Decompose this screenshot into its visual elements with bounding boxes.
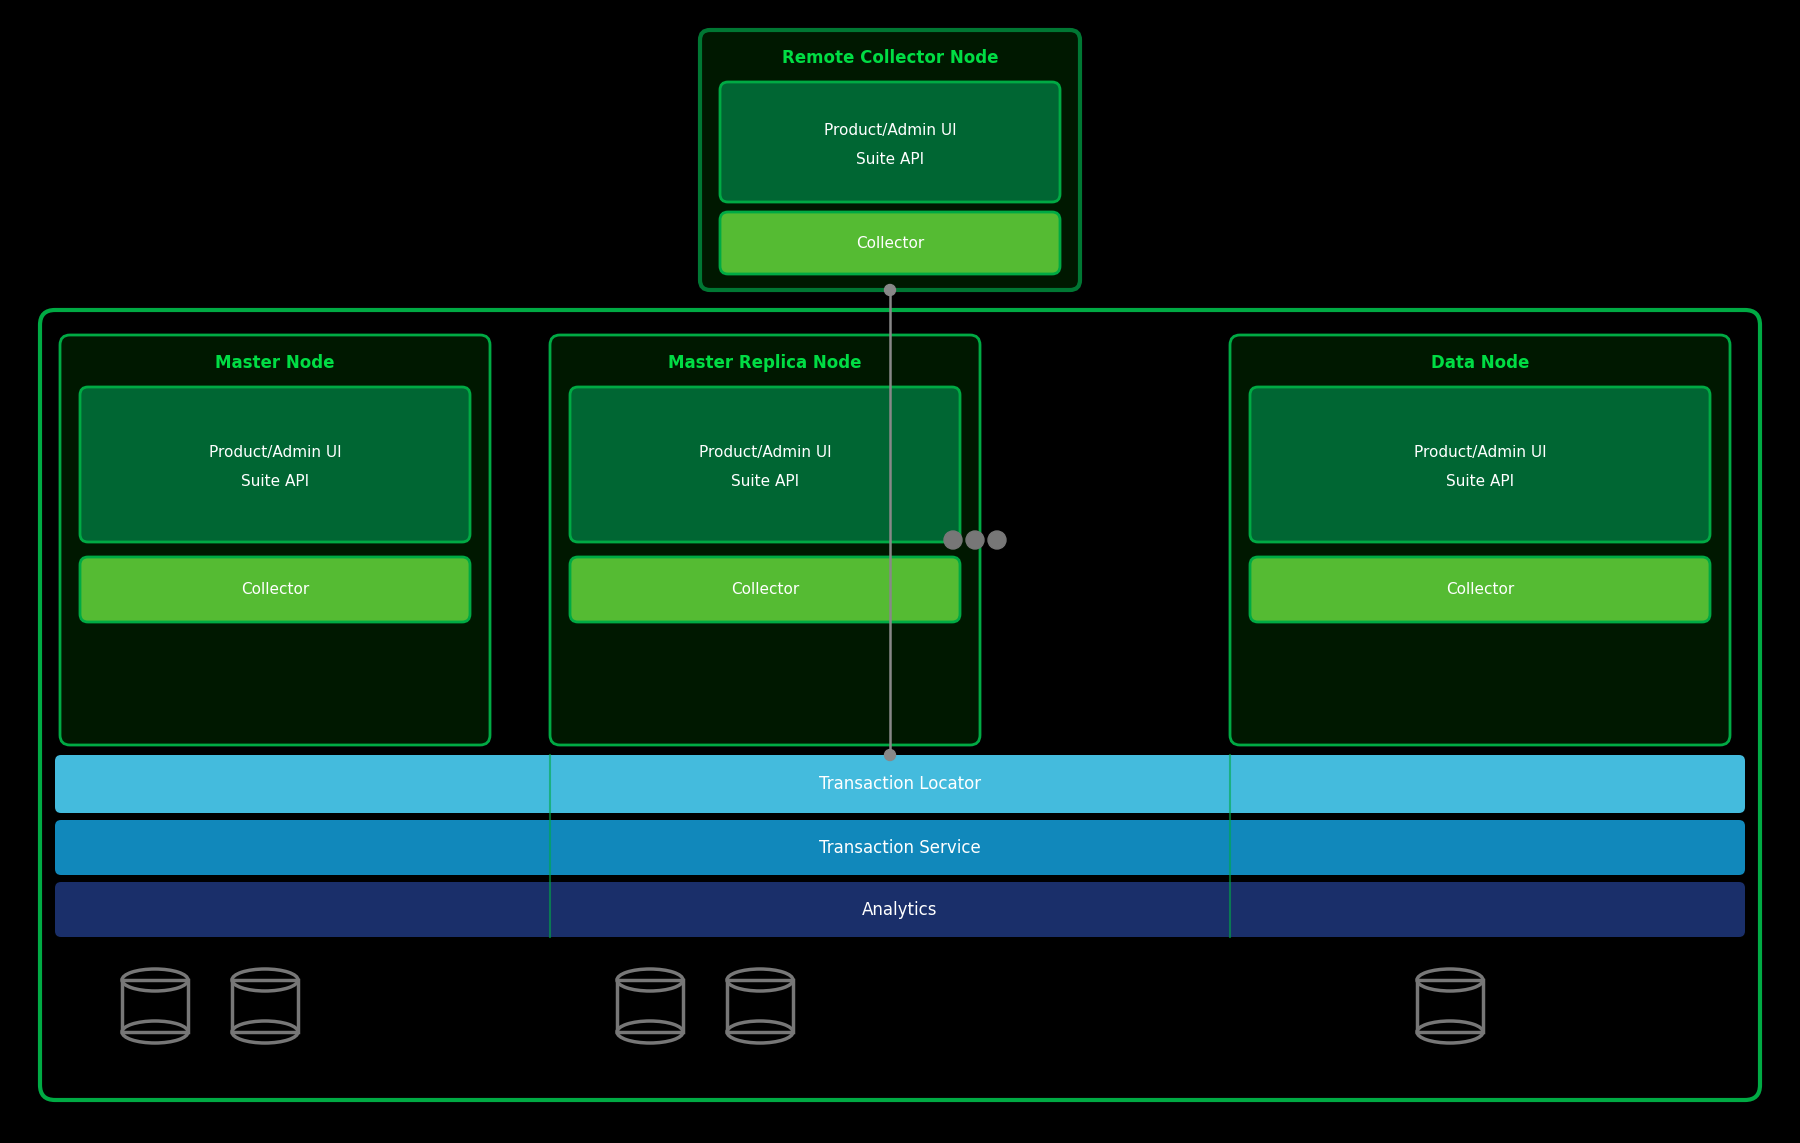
FancyBboxPatch shape bbox=[720, 82, 1060, 202]
FancyBboxPatch shape bbox=[1249, 387, 1710, 542]
Text: Suite API: Suite API bbox=[731, 474, 799, 489]
Text: Suite API: Suite API bbox=[241, 474, 310, 489]
Bar bbox=[232, 980, 299, 1032]
Text: Transaction Locator: Transaction Locator bbox=[819, 775, 981, 793]
FancyBboxPatch shape bbox=[1229, 335, 1730, 745]
Text: Data Node: Data Node bbox=[1431, 354, 1530, 371]
Text: Analytics: Analytics bbox=[862, 901, 938, 919]
Bar bbox=[1030, 335, 1181, 745]
FancyBboxPatch shape bbox=[571, 557, 959, 622]
Text: Product/Admin UI: Product/Admin UI bbox=[209, 445, 342, 459]
Bar bbox=[122, 980, 187, 1032]
Text: Suite API: Suite API bbox=[857, 152, 923, 167]
Circle shape bbox=[988, 531, 1006, 549]
Text: Remote Collector Node: Remote Collector Node bbox=[781, 49, 999, 67]
FancyBboxPatch shape bbox=[56, 756, 1744, 813]
FancyBboxPatch shape bbox=[571, 387, 959, 542]
Text: Product/Admin UI: Product/Admin UI bbox=[824, 122, 956, 137]
Text: Product/Admin UI: Product/Admin UI bbox=[698, 445, 832, 459]
Text: Master Replica Node: Master Replica Node bbox=[668, 354, 862, 371]
Text: Master Node: Master Node bbox=[216, 354, 335, 371]
FancyBboxPatch shape bbox=[59, 335, 490, 745]
Text: Transaction Service: Transaction Service bbox=[819, 839, 981, 856]
Circle shape bbox=[884, 285, 896, 296]
FancyBboxPatch shape bbox=[720, 211, 1060, 274]
Bar bbox=[617, 980, 682, 1032]
Bar bbox=[727, 980, 794, 1032]
FancyBboxPatch shape bbox=[79, 557, 470, 622]
Text: Collector: Collector bbox=[1445, 582, 1514, 597]
Text: Collector: Collector bbox=[855, 235, 923, 250]
FancyBboxPatch shape bbox=[700, 30, 1080, 290]
FancyBboxPatch shape bbox=[79, 387, 470, 542]
Text: Collector: Collector bbox=[731, 582, 799, 597]
Text: Suite API: Suite API bbox=[1445, 474, 1514, 489]
Bar bbox=[1417, 980, 1483, 1032]
Circle shape bbox=[884, 750, 896, 760]
FancyBboxPatch shape bbox=[40, 310, 1760, 1100]
Text: Product/Admin UI: Product/Admin UI bbox=[1413, 445, 1546, 459]
Circle shape bbox=[967, 531, 985, 549]
FancyBboxPatch shape bbox=[551, 335, 979, 745]
Text: Collector: Collector bbox=[241, 582, 310, 597]
FancyBboxPatch shape bbox=[56, 820, 1744, 876]
FancyBboxPatch shape bbox=[1249, 557, 1710, 622]
FancyBboxPatch shape bbox=[56, 882, 1744, 937]
Circle shape bbox=[943, 531, 961, 549]
